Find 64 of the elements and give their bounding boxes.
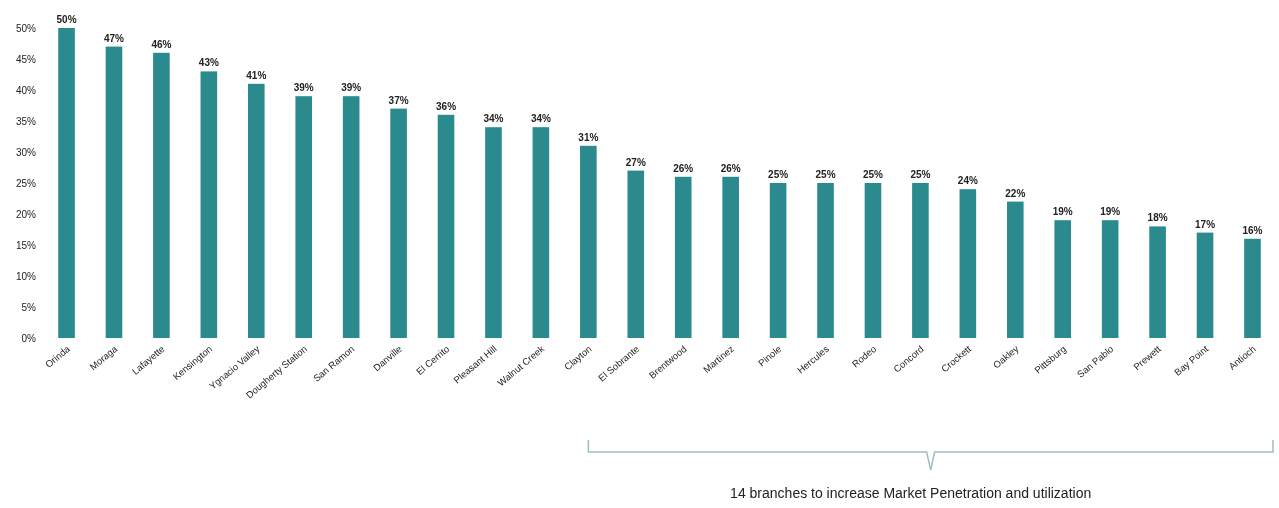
data-label: 50% <box>56 14 77 25</box>
bar <box>247 83 265 338</box>
y-tick-label: 10% <box>15 270 37 282</box>
data-label: 34% <box>530 113 552 125</box>
bar <box>580 145 597 338</box>
data-label: 19% <box>1052 206 1073 218</box>
bar <box>485 127 502 338</box>
bar <box>959 189 977 338</box>
bar <box>390 108 407 338</box>
bar <box>1054 220 1072 338</box>
text: 14 branches to increase Market Penetration and utilization <box>730 485 1092 501</box>
data-label: 16% <box>1242 224 1263 236</box>
data-label: 47% <box>103 32 125 44</box>
y-tick-label: 0% <box>21 332 37 344</box>
data-label: 36% <box>436 100 457 112</box>
y-tick-label: 30% <box>15 146 37 158</box>
data-label: 26% <box>673 162 694 174</box>
bar <box>864 183 882 338</box>
y-tick-label: 25% <box>15 177 37 189</box>
data-label: 25% <box>910 169 931 180</box>
bar <box>58 28 75 338</box>
bar <box>674 176 692 338</box>
data-label: 34% <box>483 113 504 125</box>
data-label: 41% <box>246 69 267 81</box>
data-label: 26% <box>720 162 741 174</box>
y-tick-label: 45% <box>15 53 37 65</box>
data-label: 27% <box>625 156 646 168</box>
y-tick-label: 15% <box>15 239 37 251</box>
data-label: 31% <box>578 131 599 143</box>
bar <box>200 71 218 338</box>
data-label: 39% <box>293 82 314 94</box>
bar <box>295 96 313 338</box>
bar <box>769 183 787 338</box>
bar <box>1101 220 1119 338</box>
data-label: 39% <box>341 82 362 94</box>
bar <box>1244 238 1261 338</box>
data-label: 24% <box>957 175 978 187</box>
data-label: 17% <box>1195 218 1216 230</box>
bar <box>1006 201 1024 338</box>
y-tick-label: 35% <box>15 115 37 127</box>
bar <box>722 176 739 338</box>
data-label: 37% <box>388 94 409 106</box>
data-label: 19% <box>1100 206 1121 218</box>
data-label: 25% <box>862 169 884 180</box>
y-tick-label: 20% <box>15 208 37 220</box>
bar <box>105 46 123 338</box>
y-tick-label: 40% <box>15 84 37 96</box>
bar <box>532 127 550 338</box>
y-tick-label: 50% <box>15 22 37 34</box>
data-label: 25% <box>815 169 836 180</box>
bar <box>153 52 170 338</box>
bar <box>912 183 929 338</box>
bar <box>437 114 455 338</box>
y-tick-label: 5% <box>21 301 37 313</box>
bar <box>1196 232 1214 338</box>
bar <box>627 170 645 338</box>
data-label: 43% <box>198 57 219 69</box>
data-label: 18% <box>1147 212 1168 224</box>
data-label: 25% <box>768 169 789 180</box>
data-label: 22% <box>1005 187 1026 199</box>
bar <box>817 183 834 338</box>
bar <box>342 96 360 338</box>
bar <box>1149 226 1166 338</box>
data-label: 46% <box>151 38 172 50</box>
